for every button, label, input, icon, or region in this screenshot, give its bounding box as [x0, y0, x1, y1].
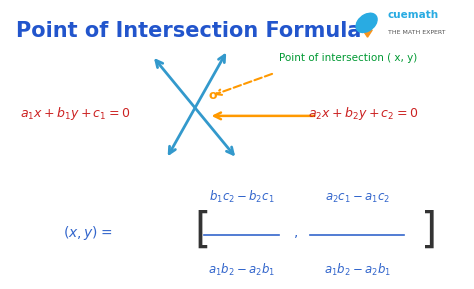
Polygon shape	[363, 30, 372, 37]
Text: $a_2x + b_2y + c_2 = 0$: $a_2x + b_2y + c_2 = 0$	[308, 105, 418, 121]
Text: $a_1x + b_1y + c_1 = 0$: $a_1x + b_1y + c_1 = 0$	[20, 105, 130, 121]
Ellipse shape	[356, 13, 377, 32]
Text: Point of intersection ( x, y): Point of intersection ( x, y)	[279, 53, 418, 63]
Text: $a_1b_2 - a_2b_1$: $a_1b_2 - a_2b_1$	[208, 262, 275, 278]
Text: $b_1c_2 - b_2c_1$: $b_1c_2 - b_2c_1$	[209, 188, 274, 205]
Text: $a_1b_2 - a_2b_1$: $a_1b_2 - a_2b_1$	[324, 262, 391, 278]
Text: [: [	[195, 209, 211, 251]
Text: $( x , y ) =$: $( x , y ) =$	[63, 224, 112, 242]
Text: Point of Intersection Formula: Point of Intersection Formula	[16, 21, 361, 41]
Text: $,$: $,$	[293, 226, 299, 240]
Text: cuemath: cuemath	[388, 10, 439, 20]
Text: o: o	[209, 88, 217, 101]
Text: ]: ]	[421, 209, 437, 251]
Text: $a_2c_1 - a_1c_2$: $a_2c_1 - a_1c_2$	[325, 192, 390, 205]
Text: THE MATH EXPERT: THE MATH EXPERT	[388, 30, 445, 35]
